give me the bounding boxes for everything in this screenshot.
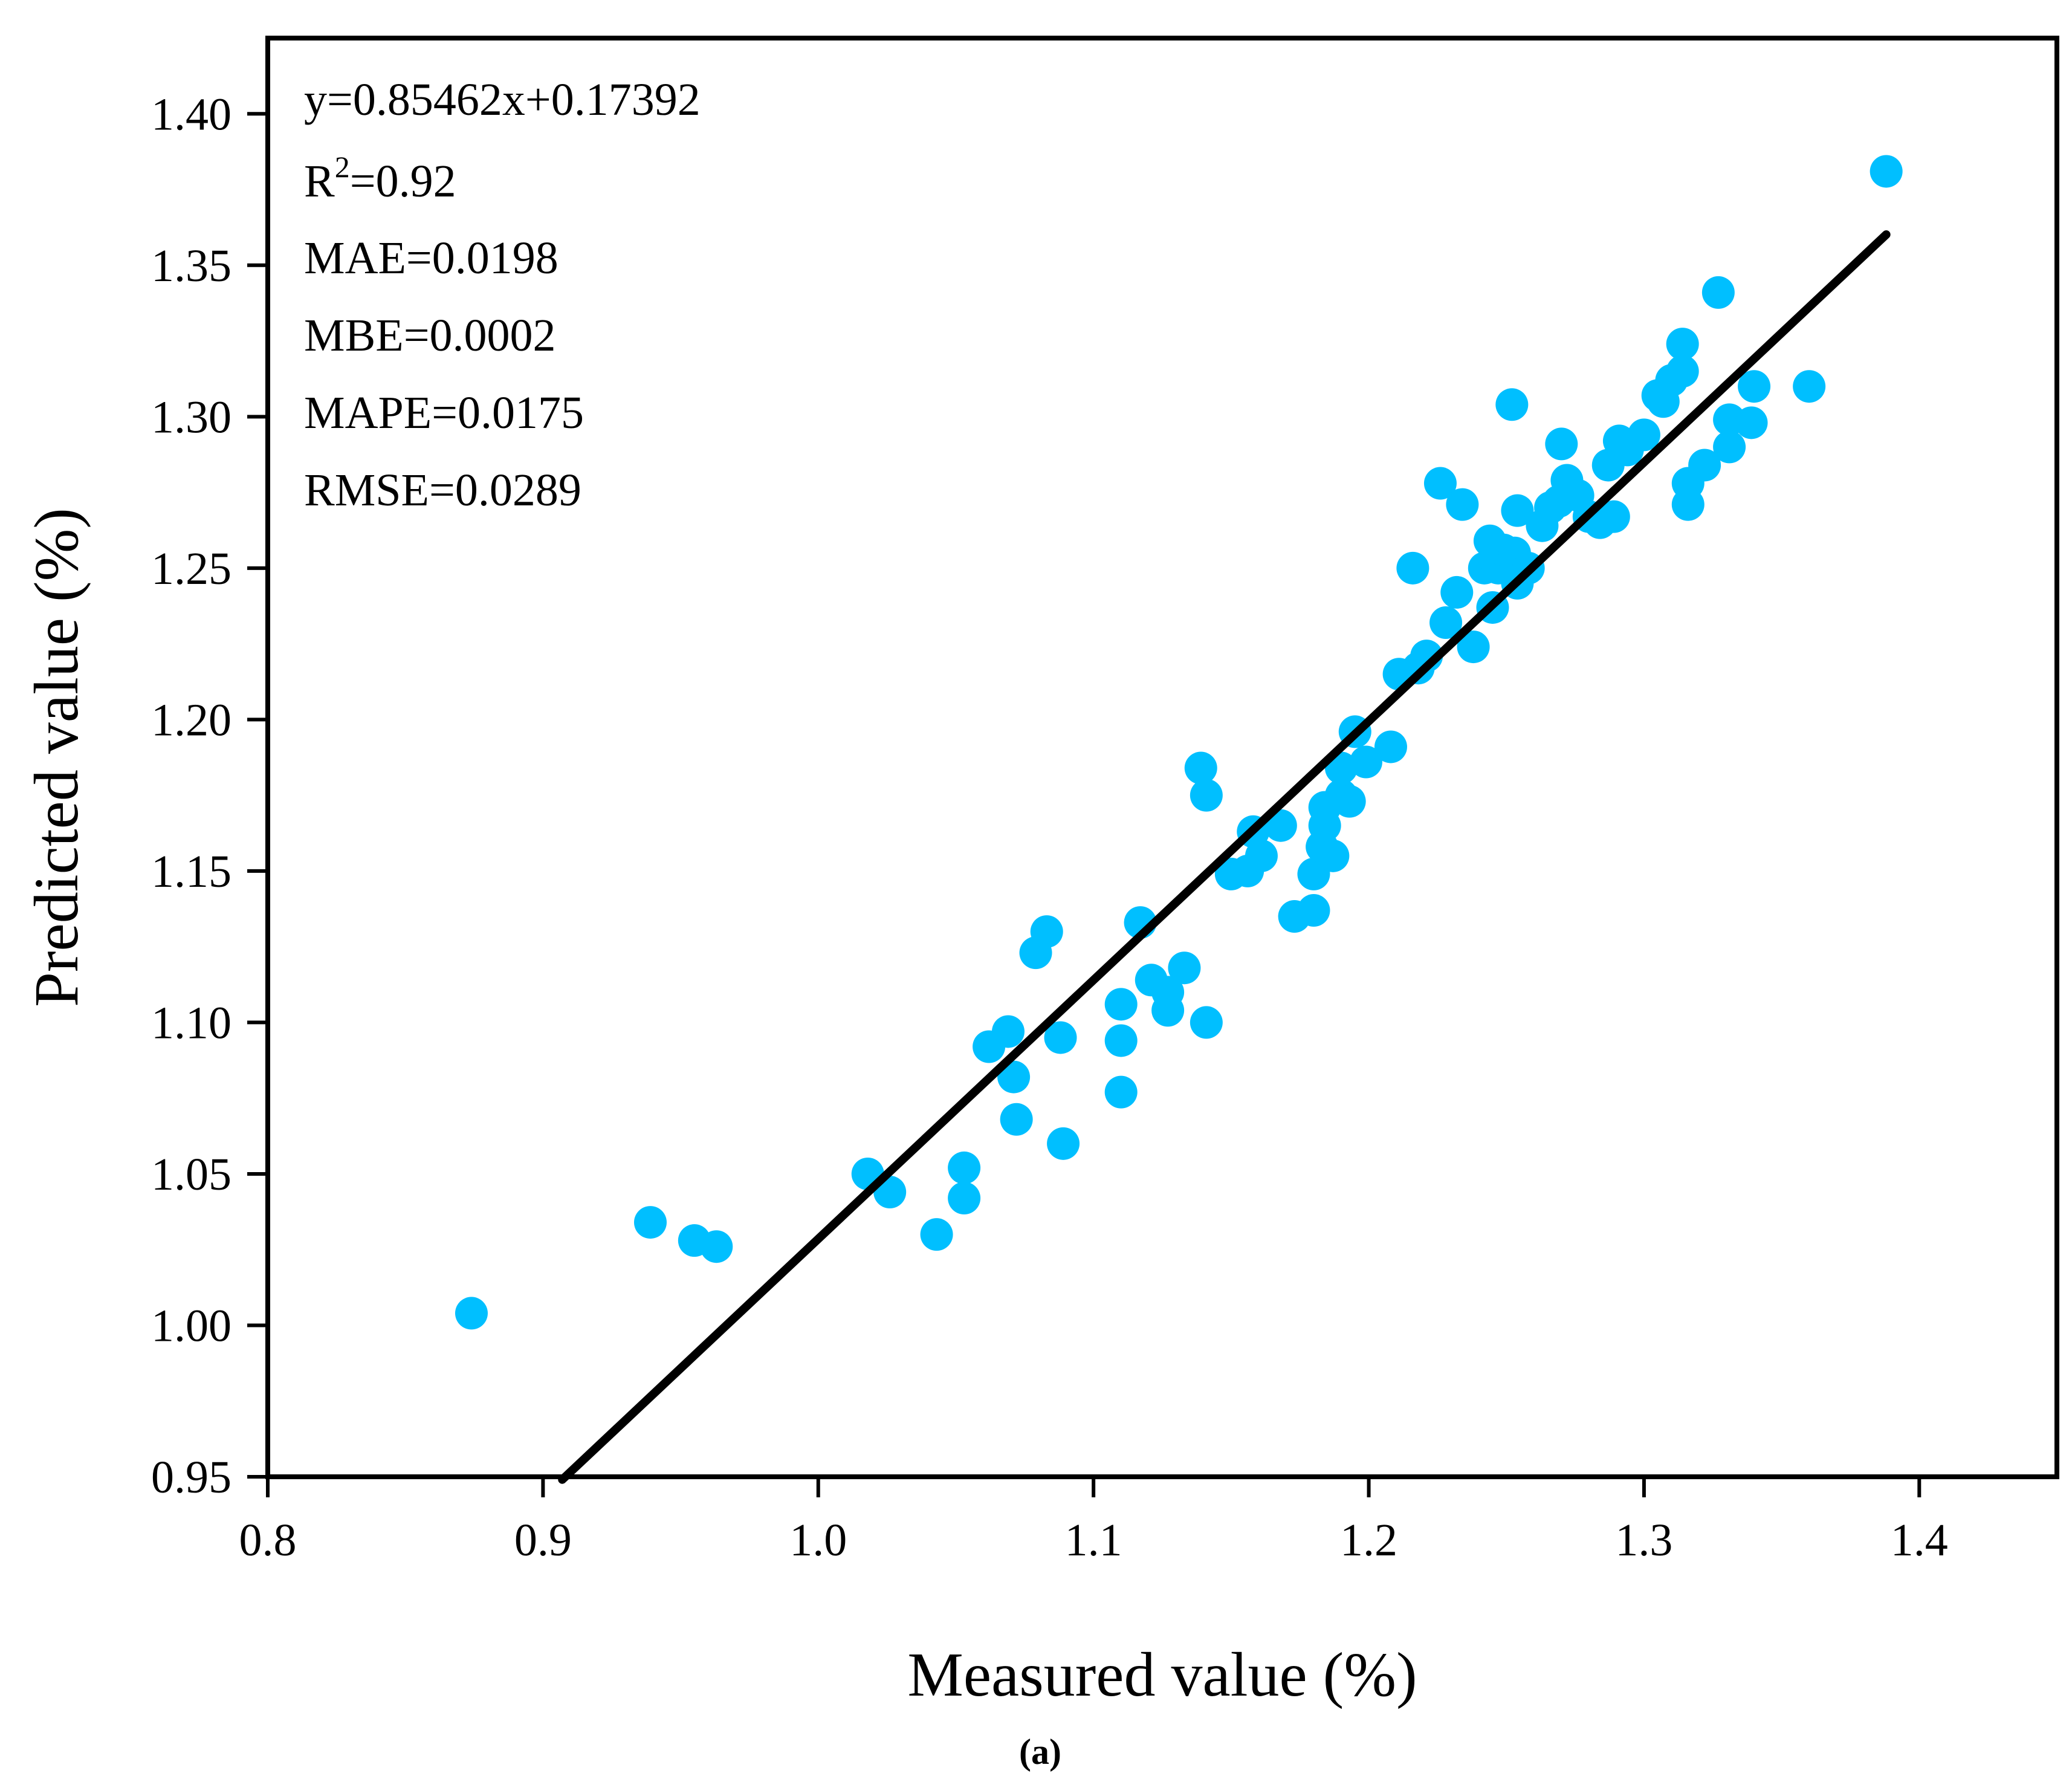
- data-point: [1047, 1127, 1080, 1160]
- x-tick-label: 0.9: [514, 1515, 572, 1566]
- r-squared-prefix: R: [304, 156, 335, 207]
- y-tick-label: 1.40: [151, 89, 231, 140]
- rmse-value: RMSE=0.0289: [304, 465, 581, 516]
- data-point: [1688, 449, 1721, 482]
- r-squared-superscript: 2: [335, 150, 350, 184]
- data-point: [948, 1182, 981, 1215]
- data-points: [455, 155, 1903, 1330]
- data-point: [1870, 155, 1903, 188]
- data-point: [1671, 488, 1705, 521]
- data-point: [1349, 745, 1382, 779]
- data-point: [633, 1206, 667, 1239]
- x-tick-label: 1.1: [1065, 1515, 1122, 1566]
- mae-value: MAE=0.0198: [304, 233, 558, 284]
- data-point: [997, 1060, 1031, 1094]
- stats-annotation: y=0.85462x+0.17392 R2=0.92 MAE=0.0198 MB…: [304, 74, 701, 516]
- data-point: [1666, 328, 1699, 361]
- data-point: [1151, 994, 1185, 1027]
- data-point: [1374, 730, 1407, 763]
- data-point: [1429, 606, 1463, 640]
- x-axis: 0.8 0.9 1.0 1.1 1.2 1.3 1.4: [239, 1477, 1948, 1566]
- y-axis-title: Predicted value (%): [22, 508, 91, 1007]
- data-point: [948, 1151, 981, 1184]
- data-point: [1495, 388, 1529, 421]
- plot-frame: [265, 36, 2059, 1479]
- data-point: [1030, 915, 1063, 948]
- data-point: [1545, 427, 1578, 461]
- fit-line-group: [558, 230, 1891, 1484]
- x-axis-title: Measured value (%): [907, 1640, 1417, 1710]
- figure-caption: (a): [1019, 1732, 1061, 1772]
- data-point: [1501, 494, 1534, 527]
- x-tick-label: 1.2: [1340, 1515, 1397, 1566]
- data-point: [920, 1218, 953, 1251]
- data-point: [1190, 1006, 1223, 1039]
- y-tick-label: 0.95: [151, 1452, 231, 1503]
- data-point: [1446, 488, 1479, 521]
- r-squared: R2=0.92: [304, 150, 456, 207]
- y-tick-label: 1.20: [151, 695, 231, 745]
- data-point: [1168, 951, 1201, 985]
- data-point: [1000, 1103, 1033, 1136]
- data-point: [1104, 1075, 1138, 1109]
- x-tick-label: 1.4: [1891, 1515, 1948, 1566]
- data-point: [1396, 551, 1429, 585]
- r-squared-value: =0.92: [350, 156, 456, 207]
- data-point: [1333, 785, 1366, 818]
- regression-line: [558, 230, 1891, 1484]
- data-point: [1297, 894, 1330, 927]
- mbe-value: MBE=0.0002: [304, 310, 556, 361]
- y-tick-label: 1.05: [151, 1149, 231, 1200]
- data-point: [1713, 430, 1746, 464]
- data-point: [1245, 839, 1278, 872]
- data-point: [1666, 355, 1699, 388]
- data-point: [1735, 406, 1768, 439]
- data-point: [1597, 500, 1630, 533]
- x-tick-label: 1.0: [789, 1515, 847, 1566]
- x-tick-label: 1.3: [1615, 1515, 1672, 1566]
- y-tick-label: 1.25: [151, 543, 231, 594]
- y-axis: 0.95 1.00 1.05 1.10 1.15 1.20 1.25 1.30 1.35 1.40: [151, 89, 268, 1503]
- data-point: [1316, 839, 1350, 872]
- y-tick-label: 1.10: [151, 997, 231, 1048]
- data-point: [991, 1015, 1025, 1048]
- y-tick-label: 1.15: [151, 846, 231, 897]
- y-tick-label: 1.30: [151, 392, 231, 442]
- mape-value: MAPE=0.0175: [304, 387, 584, 438]
- data-point: [1738, 370, 1771, 403]
- data-point: [1627, 418, 1660, 452]
- y-tick-label: 1.35: [151, 241, 231, 291]
- x-tick-label: 0.8: [239, 1515, 297, 1566]
- data-point: [1440, 575, 1474, 609]
- data-point: [1190, 779, 1223, 812]
- data-point: [1104, 1024, 1138, 1057]
- data-point: [1701, 276, 1735, 309]
- y-tick-label: 1.00: [151, 1300, 231, 1351]
- data-point: [1044, 1021, 1077, 1054]
- data-point: [455, 1297, 488, 1330]
- data-point: [700, 1230, 733, 1263]
- data-point: [1423, 467, 1457, 500]
- data-point: [1793, 370, 1826, 403]
- data-point: [1184, 751, 1217, 785]
- data-point: [1104, 988, 1138, 1021]
- data-point: [1457, 630, 1490, 664]
- regression-equation: y=0.85462x+0.17392: [304, 74, 701, 125]
